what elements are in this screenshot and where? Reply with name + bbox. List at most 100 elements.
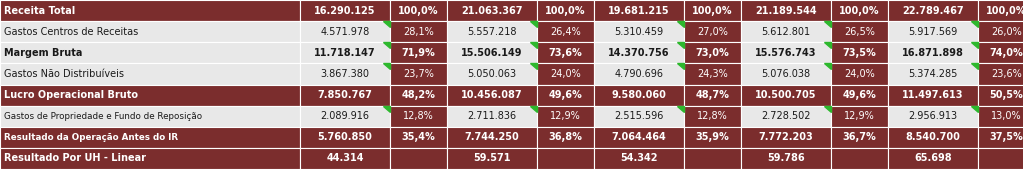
Bar [300, 84, 390, 106]
Bar [447, 127, 537, 148]
Bar [0, 84, 300, 106]
Text: 14.370.756: 14.370.756 [609, 48, 670, 58]
Bar [594, 42, 684, 63]
Text: 10.456.087: 10.456.087 [461, 90, 523, 100]
Text: 49,6%: 49,6% [843, 90, 877, 100]
Bar [741, 63, 831, 84]
Text: 16.871.898: 16.871.898 [902, 48, 964, 58]
Text: 100,0%: 100,0% [693, 6, 732, 16]
Text: 74,0%: 74,0% [989, 48, 1023, 58]
Text: 21.189.544: 21.189.544 [755, 6, 816, 16]
Bar [888, 42, 978, 63]
Bar [594, 21, 684, 42]
Bar [684, 148, 741, 169]
Bar [594, 148, 684, 169]
Bar [888, 21, 978, 42]
Polygon shape [971, 21, 978, 27]
Text: 2.711.836: 2.711.836 [468, 111, 517, 121]
Text: 2.515.596: 2.515.596 [615, 111, 664, 121]
Bar [447, 0, 537, 21]
Text: 9.580.060: 9.580.060 [612, 90, 666, 100]
Bar [741, 84, 831, 106]
Bar [978, 21, 1023, 42]
Bar [447, 148, 537, 169]
Text: 7.064.464: 7.064.464 [612, 132, 666, 142]
Bar [684, 106, 741, 127]
Text: 48,7%: 48,7% [696, 90, 729, 100]
Text: 7.744.250: 7.744.250 [464, 132, 520, 142]
Bar [978, 106, 1023, 127]
Bar [537, 84, 594, 106]
Text: Receita Total: Receita Total [4, 6, 76, 16]
Text: 4.571.978: 4.571.978 [320, 27, 369, 37]
Polygon shape [530, 106, 537, 112]
Bar [300, 63, 390, 84]
Text: 12,9%: 12,9% [550, 111, 581, 121]
Text: 2.089.916: 2.089.916 [320, 111, 369, 121]
Text: 5.760.850: 5.760.850 [317, 132, 372, 142]
Bar [390, 127, 447, 148]
Polygon shape [971, 63, 978, 69]
Bar [0, 42, 300, 63]
Text: 3.867.380: 3.867.380 [320, 69, 369, 79]
Bar [684, 84, 741, 106]
Text: Gastos de Propriedade e Fundo de Reposição: Gastos de Propriedade e Fundo de Reposiç… [4, 112, 203, 121]
Bar [447, 21, 537, 42]
Bar [831, 21, 888, 42]
Bar [0, 127, 300, 148]
Bar [594, 0, 684, 21]
Bar [741, 42, 831, 63]
Text: 16.290.125: 16.290.125 [314, 6, 375, 16]
Text: 73,6%: 73,6% [548, 48, 582, 58]
Bar [0, 63, 300, 84]
Polygon shape [824, 21, 831, 27]
Polygon shape [677, 63, 684, 69]
Bar [300, 42, 390, 63]
Bar [978, 63, 1023, 84]
Bar [684, 63, 741, 84]
Text: Gastos Não Distribuíveis: Gastos Não Distribuíveis [4, 69, 124, 79]
Text: 27,0%: 27,0% [697, 27, 728, 37]
Text: 100,0%: 100,0% [545, 6, 586, 16]
Text: 24,3%: 24,3% [697, 69, 728, 79]
Text: 100,0%: 100,0% [986, 6, 1023, 16]
Bar [0, 148, 300, 169]
Bar [831, 84, 888, 106]
Bar [978, 127, 1023, 148]
Text: 24,0%: 24,0% [550, 69, 581, 79]
Bar [831, 106, 888, 127]
Text: 21.063.367: 21.063.367 [461, 6, 523, 16]
Polygon shape [383, 106, 390, 112]
Bar [594, 84, 684, 106]
Polygon shape [530, 42, 537, 48]
Bar [447, 42, 537, 63]
Bar [390, 84, 447, 106]
Text: 48,2%: 48,2% [402, 90, 436, 100]
Bar [300, 148, 390, 169]
Text: Resultado Por UH - Linear: Resultado Por UH - Linear [4, 153, 146, 163]
Bar [831, 42, 888, 63]
Text: 5.076.038: 5.076.038 [761, 69, 810, 79]
Text: 24,0%: 24,0% [844, 69, 875, 79]
Bar [390, 42, 447, 63]
Text: 5.374.285: 5.374.285 [908, 69, 958, 79]
Bar [537, 21, 594, 42]
Text: 73,0%: 73,0% [696, 48, 729, 58]
Text: 7.850.767: 7.850.767 [317, 90, 372, 100]
Text: 35,9%: 35,9% [696, 132, 729, 142]
Bar [684, 0, 741, 21]
Bar [537, 106, 594, 127]
Text: 22.789.467: 22.789.467 [902, 6, 964, 16]
Text: 13,0%: 13,0% [991, 111, 1022, 121]
Bar [888, 127, 978, 148]
Text: 5.050.063: 5.050.063 [468, 69, 517, 79]
Text: 100,0%: 100,0% [839, 6, 880, 16]
Bar [0, 21, 300, 42]
Bar [684, 21, 741, 42]
Bar [300, 0, 390, 21]
Polygon shape [383, 21, 390, 27]
Text: 5.612.801: 5.612.801 [761, 27, 810, 37]
Polygon shape [530, 63, 537, 69]
Bar [741, 148, 831, 169]
Bar [447, 106, 537, 127]
